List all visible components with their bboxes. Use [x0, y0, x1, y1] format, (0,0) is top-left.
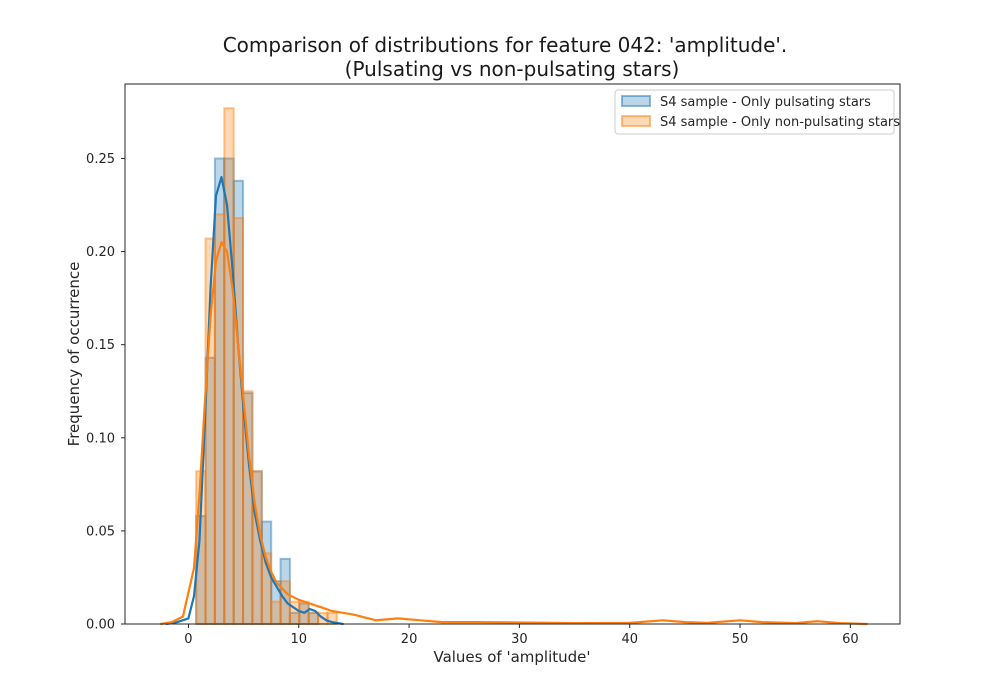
- x-tick-label: 30: [511, 632, 528, 647]
- histogram-bar: [213, 213, 226, 626]
- x-tick-label: 20: [401, 632, 418, 647]
- kde-line-series-0: [165, 176, 344, 626]
- y-tick-label: 0.00: [86, 618, 115, 633]
- plot-frame: [124, 83, 901, 625]
- y-tick-label: 0.25: [86, 152, 115, 167]
- legend-swatch-non-pulsating: [621, 115, 651, 127]
- axis-ticks: 0 10 20 30 40 50 60 0.00 0.05 0.10 0.15 0.20 0.25: [86, 152, 859, 647]
- x-tick-label: 0: [184, 632, 192, 647]
- y-axis-label: Frequency of occurrence: [65, 262, 83, 447]
- legend-swatch-pulsating: [621, 95, 651, 107]
- legend-box: [614, 89, 895, 135]
- x-tick-label: 10: [290, 632, 307, 647]
- x-tick-label: 50: [732, 632, 749, 647]
- x-axis-label: Values of 'amplitude': [433, 648, 590, 666]
- histogram-bar: [232, 217, 245, 625]
- histogram-bar: [307, 611, 320, 625]
- x-tick-label: 60: [842, 632, 859, 647]
- y-tick-label: 0.05: [86, 524, 115, 539]
- histogram-series-1: [195, 107, 338, 626]
- legend: S4 sample - Only pulsating stars S4 samp…: [614, 89, 900, 135]
- histogram-bar: [223, 107, 235, 625]
- x-tick-label: 40: [621, 632, 638, 647]
- legend-label-non-pulsating: S4 sample - Only non-pulsating stars: [660, 115, 900, 130]
- y-tick-label: 0.10: [86, 431, 115, 446]
- kde-line-series-1: [159, 241, 869, 626]
- histogram-bar: [270, 600, 282, 625]
- y-tick-label: 0.20: [86, 245, 115, 260]
- y-tick-label: 0.15: [86, 338, 115, 353]
- legend-label-pulsating: S4 sample - Only pulsating stars: [660, 95, 871, 110]
- chart-title-line-2: (Pulsating vs non-pulsating stars): [345, 57, 680, 81]
- chart-title-line-1: Comparison of distributions for feature …: [223, 33, 788, 57]
